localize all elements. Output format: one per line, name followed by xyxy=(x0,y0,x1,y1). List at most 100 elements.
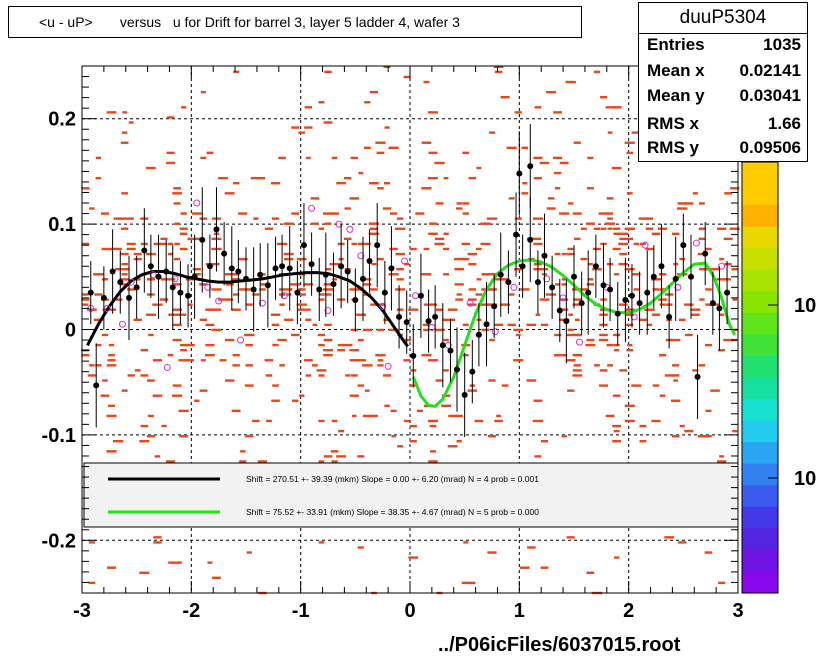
histogram-cell xyxy=(120,252,129,256)
histogram-cell xyxy=(179,227,188,230)
histogram-cell xyxy=(423,80,430,84)
histogram-cell xyxy=(520,566,530,569)
histogram-cell xyxy=(725,278,731,281)
x-tick-label: 0 xyxy=(404,600,415,622)
histogram-cell xyxy=(283,318,294,322)
histogram-cell xyxy=(486,288,498,291)
histogram-cell xyxy=(467,252,478,256)
histogram-cell xyxy=(344,176,352,180)
stats-value: 0.09506 xyxy=(739,138,801,157)
histogram-cell xyxy=(362,414,372,418)
histogram-cell xyxy=(632,273,641,276)
profile-point xyxy=(374,242,381,249)
histogram-cell xyxy=(704,551,713,554)
histogram-cell xyxy=(651,419,661,423)
histogram-cell xyxy=(699,298,705,301)
histogram-cell xyxy=(140,374,149,377)
stats-row-entries: Entries 1035 xyxy=(647,35,801,59)
histogram-cell xyxy=(421,187,432,190)
stats-value: 1035 xyxy=(763,35,801,54)
histogram-cell xyxy=(671,338,681,342)
profile-point xyxy=(141,247,148,254)
histogram-cell xyxy=(443,273,449,276)
palette-cell xyxy=(742,205,778,228)
histogram-cell xyxy=(81,187,90,190)
histogram-cell xyxy=(723,338,734,342)
histogram-cell xyxy=(508,197,515,200)
palette-cell xyxy=(742,183,778,206)
histogram-cell xyxy=(593,227,601,230)
histogram-cell xyxy=(371,262,377,266)
histogram-cell xyxy=(607,212,613,215)
profile-point xyxy=(235,268,242,275)
profile-point xyxy=(563,318,570,325)
histogram-cell xyxy=(468,262,477,266)
histogram-cell xyxy=(462,257,470,261)
profile-point xyxy=(279,263,286,270)
stats-label: RMS x xyxy=(647,114,699,133)
histogram-cell xyxy=(95,176,102,180)
histogram-cell xyxy=(106,308,117,311)
histogram-cell xyxy=(716,460,727,463)
histogram-cell xyxy=(218,176,228,180)
histogram-cell xyxy=(613,227,621,230)
histogram-cell xyxy=(671,434,680,438)
histogram-cell xyxy=(304,106,313,109)
histogram-cell xyxy=(114,247,122,251)
profile-point xyxy=(694,373,701,380)
histogram-cell xyxy=(152,303,163,306)
histogram-cell xyxy=(331,156,338,160)
histogram-cell xyxy=(240,450,246,453)
histogram-cell xyxy=(429,424,437,428)
histogram-cell xyxy=(428,303,438,306)
histogram-cell xyxy=(573,298,582,301)
histogram-cell xyxy=(560,298,569,301)
histogram-cell xyxy=(605,414,615,418)
histogram-cell xyxy=(358,171,364,175)
profile-point xyxy=(396,313,403,320)
histogram-cell xyxy=(631,384,642,387)
histogram-cell xyxy=(678,541,687,544)
x-tick-label: -1 xyxy=(292,600,310,622)
open-marker xyxy=(127,278,135,286)
histogram-cell xyxy=(443,176,449,180)
histogram-cell xyxy=(168,561,173,564)
open-marker xyxy=(193,199,201,207)
histogram-cell xyxy=(290,283,301,286)
histogram-cell xyxy=(624,141,635,144)
histogram-cell xyxy=(148,333,154,337)
histogram-cell xyxy=(586,338,595,342)
histogram-cell xyxy=(338,429,345,433)
histogram-cell xyxy=(94,293,103,296)
histogram-cell xyxy=(95,156,101,160)
histogram-cell xyxy=(101,333,109,337)
profile-markers xyxy=(87,123,731,438)
histogram-cell xyxy=(211,328,222,332)
histogram-cell xyxy=(231,278,241,281)
histogram-cell xyxy=(705,434,712,438)
histogram-cell xyxy=(199,283,208,286)
histogram-cell xyxy=(580,288,588,291)
histogram-cell xyxy=(607,217,613,220)
histogram-cell xyxy=(567,328,574,332)
histogram-cell xyxy=(343,237,352,241)
histogram-cell xyxy=(239,288,247,291)
histogram-cell xyxy=(306,308,311,311)
histogram-cell xyxy=(631,131,641,134)
histogram-cell xyxy=(277,338,287,342)
histogram-cell xyxy=(684,333,693,337)
histogram-cell xyxy=(540,440,549,443)
histogram-cell xyxy=(370,288,378,291)
histogram-cell xyxy=(462,323,469,327)
profile-point xyxy=(338,263,345,270)
histogram-cell xyxy=(671,374,680,377)
histogram-cell xyxy=(555,283,561,286)
histogram-cell xyxy=(534,237,542,241)
legend-box xyxy=(83,462,739,528)
histogram-cell xyxy=(678,318,686,322)
histogram-cell xyxy=(388,146,399,149)
profile-point xyxy=(316,286,323,293)
histogram-cell xyxy=(107,566,117,569)
histogram-cell xyxy=(290,333,300,337)
histogram-cell xyxy=(697,434,707,438)
